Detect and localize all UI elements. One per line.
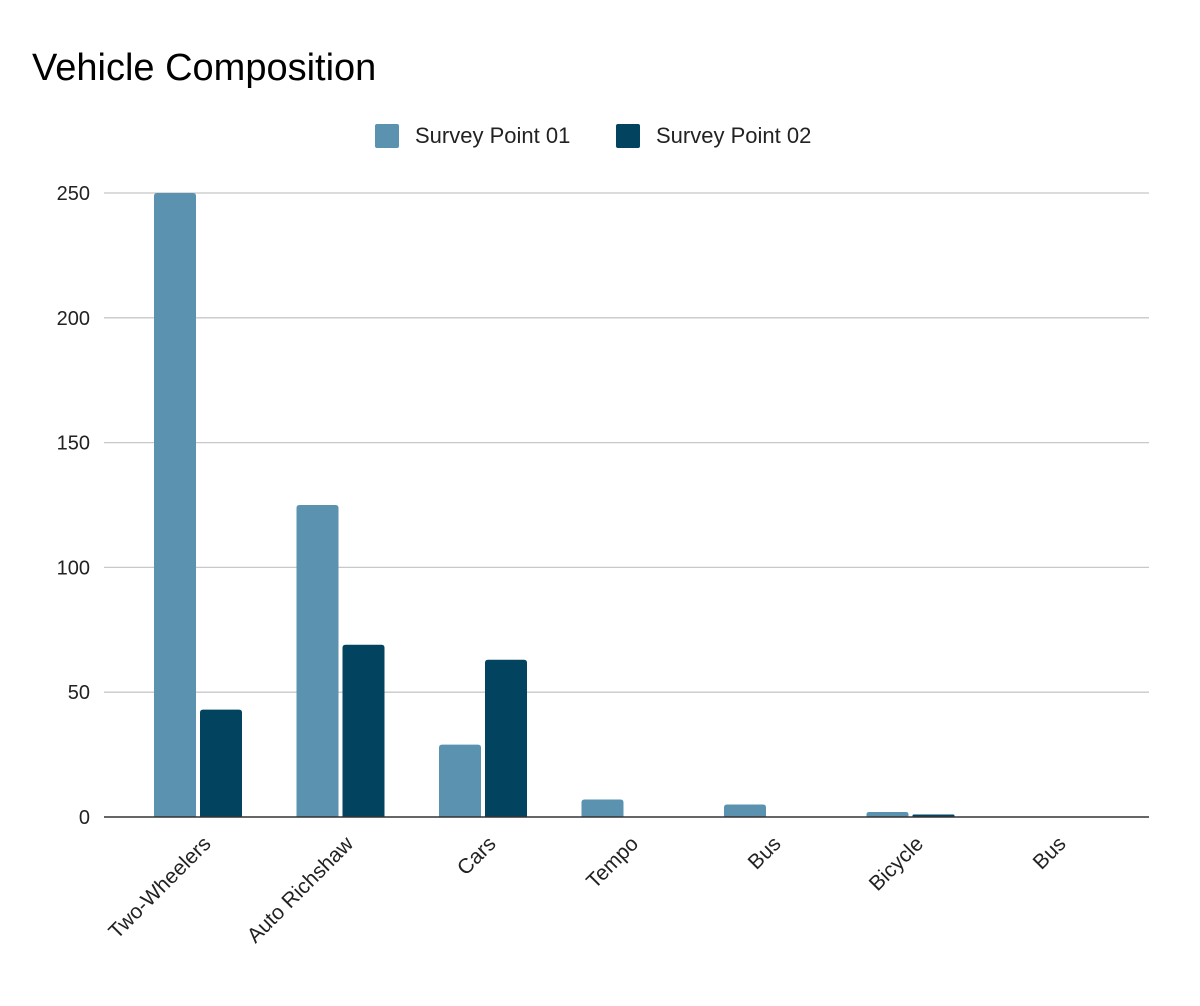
bar-survey-point-01-bicycle-5 (866, 812, 909, 817)
y-tick-label-150: 150 (57, 433, 90, 455)
x-tick-label-auto-richshaw-1: Auto Richshaw (243, 832, 359, 948)
chart-title: Vehicle Composition (32, 47, 376, 89)
legend-swatch-survey-point-02 (616, 124, 640, 148)
bar-survey-point-02-auto-richshaw-1 (342, 644, 385, 817)
x-axis-labels: Two-Wheelers Auto Richshaw Cars Tempo Bus Bic… (104, 832, 1070, 948)
x-tick-label-cars-2: Cars (453, 832, 501, 880)
x-tick-label-two-wheelers-0: Two-Wheelers (104, 832, 215, 943)
bar-survey-point-01-bus-4 (724, 804, 766, 817)
bar-survey-point-01-two-wheelers-0 (154, 193, 196, 817)
legend-label-survey-point-01: Survey Point 01 (415, 123, 570, 148)
legend-label-survey-point-02: Survey Point 02 (656, 123, 811, 148)
bars (154, 193, 955, 817)
legend: Survey Point 01 Survey Point 02 (375, 123, 811, 148)
x-tick-label-bus-4: Bus (744, 832, 786, 874)
gridlines: 0 50 100 150 200 250 (57, 183, 1149, 829)
bar-survey-point-01-tempo-3 (581, 799, 624, 817)
legend-swatch-survey-point-01 (375, 124, 399, 148)
bar-survey-point-01-cars-2 (439, 744, 481, 817)
y-tick-label-0: 0 (79, 807, 90, 829)
bar-survey-point-01-auto-richshaw-1 (296, 505, 339, 817)
y-tick-label-200: 200 (57, 308, 90, 330)
x-tick-label-bus-6: Bus (1029, 832, 1071, 874)
y-tick-label-250: 250 (57, 183, 90, 205)
y-tick-label-50: 50 (68, 682, 90, 704)
y-tick-label-100: 100 (57, 557, 90, 579)
bar-survey-point-02-cars-2 (485, 659, 527, 817)
x-tick-label-tempo-3: Tempo (582, 832, 643, 893)
x-tick-label-bicycle-5: Bicycle (865, 832, 928, 895)
bar-survey-point-02-two-wheelers-0 (200, 709, 242, 817)
